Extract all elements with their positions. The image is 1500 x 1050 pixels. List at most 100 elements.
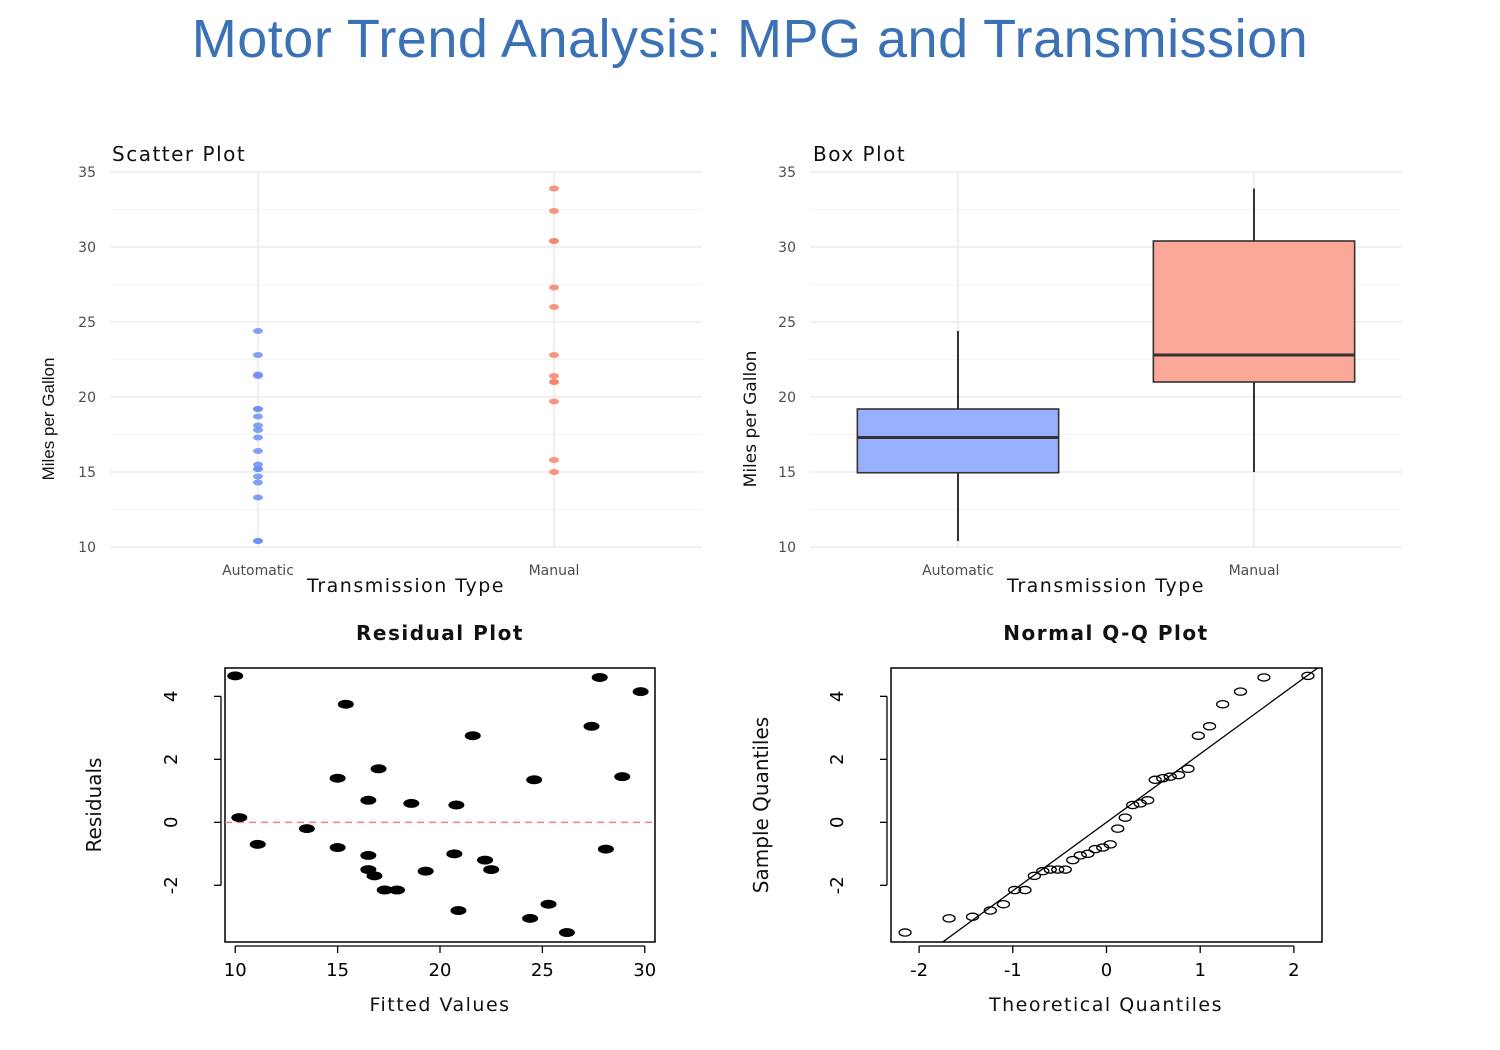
plot-frame xyxy=(224,667,656,943)
scatter-plot-ylabel: Miles per Gallon xyxy=(39,358,58,481)
residual-point xyxy=(540,899,557,909)
residual-point xyxy=(417,866,434,876)
y-tick-label: -2 xyxy=(161,876,182,894)
data-point xyxy=(253,494,263,501)
box-plot-title: Box Plot xyxy=(813,142,906,166)
data-point xyxy=(253,422,263,429)
data-point xyxy=(549,185,559,192)
qq-point xyxy=(1216,699,1230,709)
data-point xyxy=(253,413,263,420)
residual-point xyxy=(591,672,608,682)
data-point xyxy=(253,328,263,334)
qq-point xyxy=(1043,865,1057,874)
data-point xyxy=(549,304,559,310)
qq-point xyxy=(898,928,912,937)
residual-point xyxy=(446,849,463,859)
data-point xyxy=(549,457,559,463)
qq-point xyxy=(1036,866,1050,876)
qq-plot-title: Normal Q-Q Plot xyxy=(1003,621,1208,645)
y-tick-label: 2 xyxy=(827,754,848,765)
qq-point xyxy=(1018,885,1032,895)
qq-point xyxy=(1088,844,1102,854)
scatter-plot-title: Scatter Plot xyxy=(112,142,246,166)
qq-point xyxy=(1163,772,1177,781)
y-tick-label: 15 xyxy=(778,465,796,481)
qq-point xyxy=(996,899,1011,909)
y-tick-label: 25 xyxy=(778,315,796,331)
y-tick-label: 10 xyxy=(78,540,96,556)
qq-plot-chart: Normal Q-Q Plot Sample Quantiles Theoret… xyxy=(749,621,1323,1016)
data-point xyxy=(253,448,263,454)
qq-point xyxy=(965,912,980,922)
qq-point xyxy=(1081,849,1095,859)
x-tick-label: 25 xyxy=(531,960,554,981)
qq-plot-xlabel: Theoretical Quantiles xyxy=(988,994,1223,1016)
data-point xyxy=(549,373,559,379)
y-tick-label: 2 xyxy=(161,754,182,765)
x-tick-label: Automatic xyxy=(222,563,294,579)
x-tick-label: -2 xyxy=(910,960,928,981)
residual-point xyxy=(614,772,631,782)
scatter-plot-points xyxy=(253,185,559,544)
box-plot-chart: Box Plot Miles per Gallon Transmission T… xyxy=(741,142,1402,597)
residual-point xyxy=(583,721,600,731)
residual-plot-chart: Residual Plot Residuals Fitted Values 10… xyxy=(82,621,656,1016)
residual-point xyxy=(450,906,467,916)
residual-point xyxy=(366,871,383,881)
residual-point xyxy=(329,773,346,783)
y-tick-label: 10 xyxy=(778,540,796,556)
qq-point xyxy=(1257,673,1271,682)
x-tick-label: 30 xyxy=(633,960,656,981)
residual-point xyxy=(298,824,315,834)
y-tick-label: 4 xyxy=(161,691,182,702)
qq-point xyxy=(1301,671,1315,681)
qq-plot-points xyxy=(898,671,1315,937)
qq-point xyxy=(1156,773,1170,783)
residual-point xyxy=(597,844,614,854)
data-point xyxy=(253,466,263,472)
residual-point xyxy=(448,800,465,810)
qq-plot-axes: -2 -1 0 1 2 -2 0 2 4 xyxy=(827,667,1323,981)
x-tick-label: 20 xyxy=(429,960,452,981)
residual-point xyxy=(522,913,539,923)
x-tick-label: 2 xyxy=(1288,960,1299,981)
data-point xyxy=(549,469,559,475)
qq-point xyxy=(1058,865,1072,874)
x-tick-label: Automatic xyxy=(922,563,994,579)
residual-point xyxy=(389,885,405,895)
y-tick-label: 0 xyxy=(827,817,848,828)
y-tick-label: 20 xyxy=(78,390,96,406)
residual-point xyxy=(227,671,244,681)
data-point xyxy=(549,398,559,405)
x-tick-label: 1 xyxy=(1194,960,1205,981)
y-tick-label: 35 xyxy=(78,165,96,181)
qq-point xyxy=(1233,687,1248,696)
box-plot-ticks: Automatic Manual 10 15 20 25 30 35 xyxy=(778,165,1279,579)
qq-point xyxy=(1066,855,1080,865)
qq-point xyxy=(1027,871,1042,881)
qq-point xyxy=(1008,885,1022,895)
residual-point xyxy=(231,813,248,823)
qq-point xyxy=(1051,865,1065,874)
residual-plot-axes: 10 15 20 25 30 -2 0 2 4 xyxy=(161,667,656,981)
y-tick-label: 30 xyxy=(778,240,796,256)
data-point xyxy=(253,479,263,486)
residual-point xyxy=(249,839,266,849)
y-tick-label: 25 xyxy=(78,315,96,331)
y-tick-label: 35 xyxy=(778,165,796,181)
residual-plot-ylabel: Residuals xyxy=(82,758,106,853)
scatter-plot-chart: Scatter Plot Miles per Gallon Transmissi… xyxy=(39,142,702,597)
box-plot-ylabel: Miles per Gallon xyxy=(741,351,761,488)
data-point xyxy=(253,352,263,358)
qq-point xyxy=(1126,800,1140,810)
data-point xyxy=(253,371,263,378)
scatter-plot-grid xyxy=(110,171,702,548)
y-tick-label: -2 xyxy=(827,876,848,894)
scatter-plot-xlabel: Transmission Type xyxy=(306,575,505,597)
residual-point xyxy=(477,855,494,865)
residual-point xyxy=(370,764,387,774)
data-point xyxy=(253,427,263,433)
x-tick-label: Manual xyxy=(529,563,580,579)
residual-plot-xlabel: Fitted Values xyxy=(369,994,510,1016)
data-point xyxy=(549,379,559,385)
